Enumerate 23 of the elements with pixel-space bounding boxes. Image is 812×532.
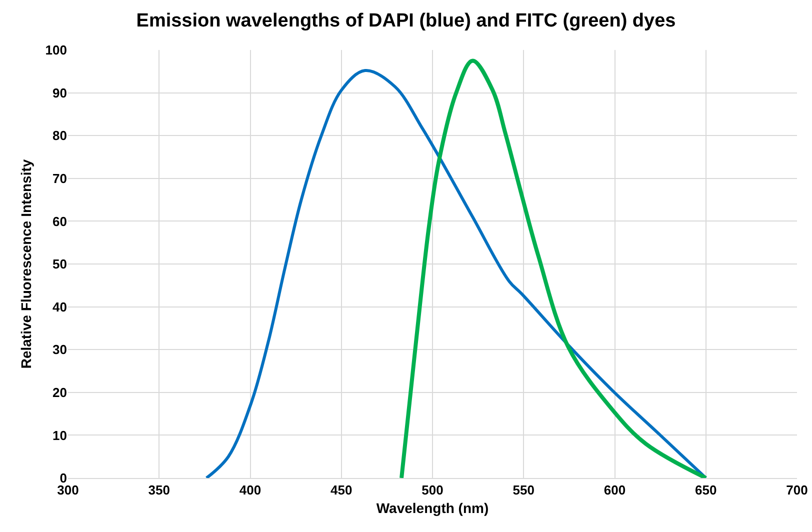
x-tick-label: 700 — [786, 482, 808, 498]
y-tick-label: 50 — [52, 256, 67, 272]
y-axis-title: Relative Fluorescence Intensity — [18, 159, 34, 369]
line-series — [205, 69, 708, 478]
x-tick-label: 400 — [239, 482, 262, 498]
y-tick-label: 60 — [52, 214, 67, 229]
x-tick-label: 450 — [330, 482, 352, 498]
x-tick-label: 600 — [604, 482, 626, 498]
x-tick-label: 350 — [148, 482, 170, 498]
y-tick-label: 20 — [52, 384, 67, 400]
line-series — [400, 58, 708, 478]
x-tick-label: 650 — [695, 482, 717, 498]
y-tick-label: 30 — [52, 342, 67, 358]
x-tick-label: 500 — [422, 482, 444, 498]
y-tick-label: 100 — [45, 42, 67, 58]
y-tick-label: 40 — [52, 299, 67, 314]
x-axis-title: Wavelength (nm) — [376, 500, 489, 516]
y-tick-label: 90 — [52, 85, 67, 100]
y-tick-label: 10 — [52, 428, 67, 443]
y-tick-label: 70 — [52, 170, 67, 186]
x-tick-label: 550 — [512, 482, 534, 498]
chart-title: Emission wavelengths of DAPI (blue) and FITC (green) dyes — [136, 10, 676, 32]
y-tick-label: 80 — [52, 128, 67, 144]
